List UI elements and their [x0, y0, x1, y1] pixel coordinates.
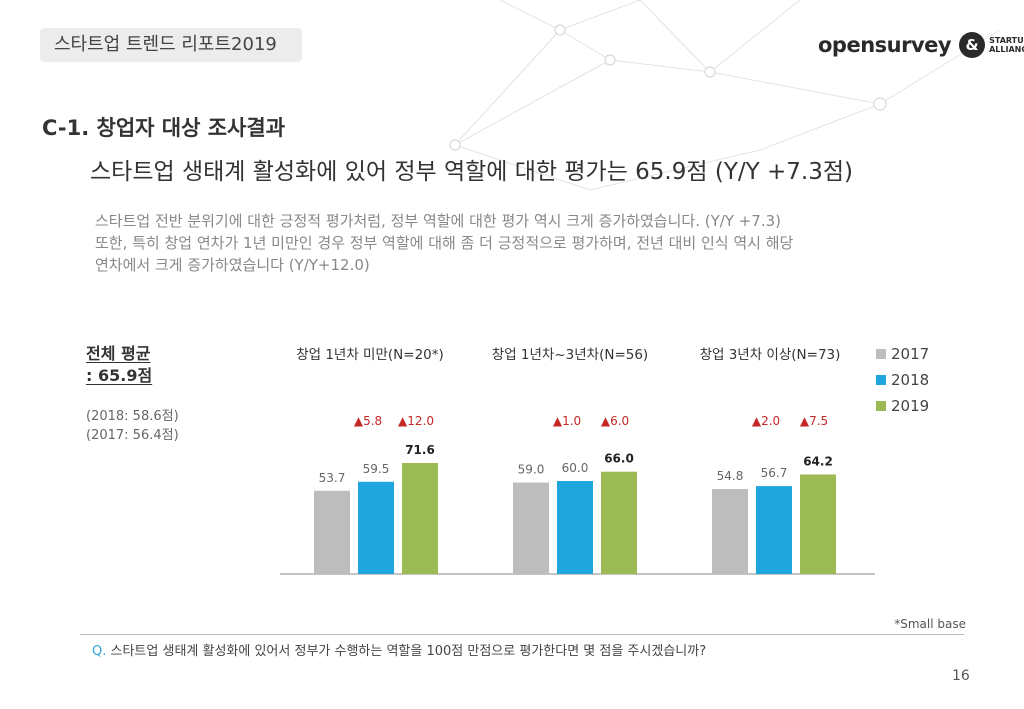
category-label: 창업 3년차 이상(N=73) — [700, 347, 841, 363]
change-vs-2017: ▲2.0 — [752, 414, 780, 428]
data-label: 53.7 — [319, 471, 346, 485]
average-label: 전체 평균 — [86, 344, 151, 363]
average-2018: (2018: 58.6점) — [86, 409, 179, 424]
legend-swatch-2018 — [876, 375, 886, 385]
legend-swatch-2019 — [876, 401, 886, 411]
bar-2017 — [314, 490, 350, 574]
startup-alliance-logo: STARTUP ALLIANCE — [989, 36, 1024, 54]
category-label: 창업 1년차 미만(N=20*) — [296, 347, 444, 363]
bar-2019 — [402, 463, 438, 574]
bar-2017 — [513, 482, 549, 574]
overall-average: 전체 평균 : 65.9점 (2018: 58.6점) (2017: 56.4점… — [86, 343, 179, 445]
data-label: 66.0 — [604, 452, 634, 466]
description-line: 스타트업 전반 분위기에 대한 긍정적 평가처럼, 정부 역할에 대한 평가 역… — [95, 212, 781, 230]
data-label: 54.8 — [717, 469, 744, 483]
partner-line2: ALLIANCE — [989, 45, 1024, 54]
report-tag: 스타트업 트렌드 리포트2019 — [40, 28, 302, 62]
bar-2018 — [358, 481, 394, 574]
legend-label-2018: 2018 — [891, 371, 930, 389]
category-label: 창업 1년차~3년차(N=56) — [492, 347, 648, 363]
bar-2018 — [557, 481, 593, 574]
legend-item-2019: 2019 — [876, 393, 929, 419]
data-label: 59.0 — [518, 463, 545, 477]
bar-2017 — [712, 489, 748, 574]
change-vs-2018: ▲12.0 — [398, 414, 434, 428]
opensurvey-logo: opensurvey — [818, 33, 952, 57]
legend-item-2017: 2017 — [876, 341, 929, 367]
change-vs-2018: ▲6.0 — [601, 414, 629, 428]
data-label: 56.7 — [761, 466, 788, 480]
data-label: 60.0 — [562, 461, 589, 475]
legend-swatch-2017 — [876, 349, 886, 359]
description: 스타트업 전반 분위기에 대한 긍정적 평가처럼, 정부 역할에 대한 평가 역… — [95, 210, 915, 276]
data-label: 71.6 — [405, 443, 435, 457]
legend-item-2018: 2018 — [876, 367, 929, 393]
bar-chart: 창업 1년차 미만(N=20*) 53.7 59.5 71.6 ▲5.8 ▲12.0 창업 … — [280, 347, 875, 575]
legend-label-2019: 2019 — [891, 397, 930, 415]
change-vs-2017: ▲5.8 — [354, 414, 382, 428]
legend-label-2017: 2017 — [891, 345, 930, 363]
headline: 스타트업 생태계 활성화에 있어 정부 역할에 대한 평가는 65.9점 (Y/… — [90, 159, 853, 185]
bar-2019 — [800, 474, 836, 574]
average-value: : 65.9점 — [86, 366, 153, 385]
divider — [80, 634, 964, 635]
description-line: 연차에서 크게 증가하였습니다 (Y/Y+12.0) — [95, 256, 370, 274]
data-label: 64.2 — [803, 454, 833, 468]
survey-question: Q. 스타트업 생태계 활성화에 있어서 정부가 수행하는 역할을 100점 만… — [92, 640, 706, 659]
question-text: 스타트업 생태계 활성화에 있어서 정부가 수행하는 역할을 100점 만점으로… — [110, 644, 707, 659]
bar-2018 — [756, 486, 792, 574]
change-vs-2018: ▲7.5 — [800, 414, 828, 428]
average-2017: (2017: 56.4점) — [86, 428, 179, 443]
change-vs-2017: ▲1.0 — [553, 414, 581, 428]
partner-line1: STARTUP — [989, 36, 1024, 45]
ampersand-icon: & — [959, 32, 986, 58]
footnote: *Small base — [894, 617, 966, 631]
page-number: 16 — [952, 668, 970, 684]
data-label: 59.5 — [363, 462, 390, 476]
bar-2019 — [601, 471, 637, 574]
brand-logo: opensurvey & STARTUP ALLIANCE — [818, 30, 1024, 60]
description-line: 또한, 특히 창업 연차가 1년 미만인 경우 정부 역할에 대해 좀 더 긍정… — [95, 234, 794, 252]
section-title: C-1. 창업자 대상 조사결과 — [42, 116, 286, 140]
question-prefix: Q. — [92, 644, 107, 659]
chart-legend: 2017 2018 2019 — [876, 341, 929, 419]
